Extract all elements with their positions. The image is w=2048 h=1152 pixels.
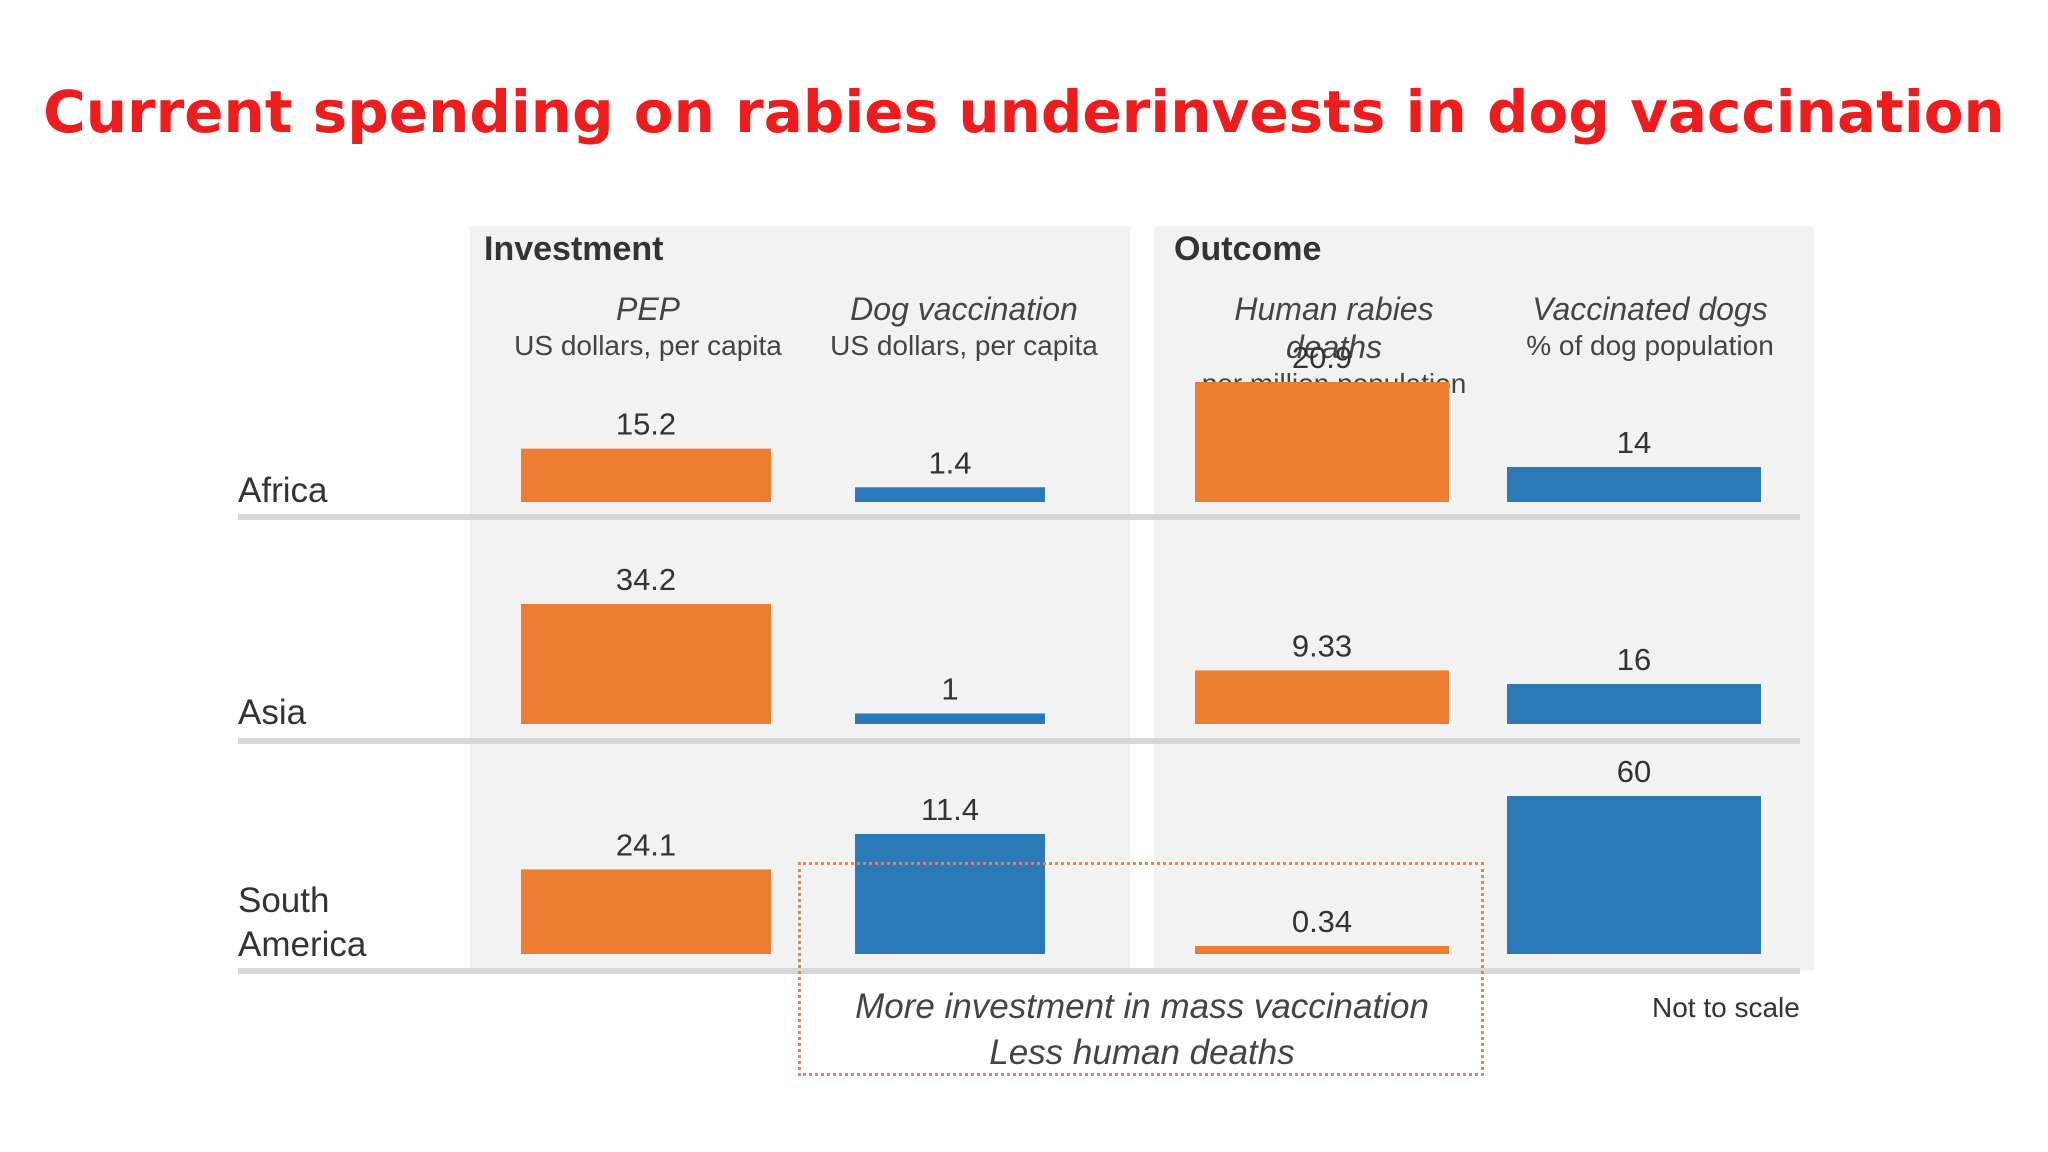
not-to-scale-note: Not to scale bbox=[1652, 992, 1800, 1023]
data-label-pep-asia: 34.2 bbox=[616, 562, 676, 597]
bar-pep-south-america bbox=[521, 869, 771, 954]
bar-vaccinated-dogs-south-america bbox=[1507, 796, 1761, 954]
data-label-pep-africa: 15.2 bbox=[616, 407, 676, 442]
bar-dog-vaccination-asia bbox=[855, 713, 1045, 724]
data-label-human-rabies-deaths-asia: 9.33 bbox=[1292, 628, 1352, 663]
investment-panel-title: Investment bbox=[484, 230, 664, 268]
bar-human-rabies-deaths-asia bbox=[1195, 670, 1449, 724]
column-unit: % of dog population bbox=[1526, 330, 1774, 361]
column-header-pep: PEP US dollars, per capita bbox=[498, 290, 798, 364]
column-header-dog-vaccination: Dog vaccination US dollars, per capita bbox=[814, 290, 1114, 364]
region-label-south-america: South America bbox=[238, 881, 367, 964]
slide-title: Current spending on rabies underinvests … bbox=[43, 78, 2005, 146]
bar-vaccinated-dogs-africa bbox=[1507, 467, 1761, 502]
outcome-panel-title: Outcome bbox=[1174, 230, 1322, 268]
row-divider bbox=[238, 738, 1800, 744]
data-label-vaccinated-dogs-asia: 16 bbox=[1617, 642, 1651, 677]
data-label-dog-vaccination-asia: 1 bbox=[941, 671, 958, 706]
bar-vaccinated-dogs-asia bbox=[1507, 684, 1761, 724]
data-label-human-rabies-deaths-south-america: 0.34 bbox=[1292, 904, 1352, 939]
region-label-africa: Africa bbox=[238, 471, 328, 510]
row-divider bbox=[238, 968, 1800, 974]
bar-dog-vaccination-africa bbox=[855, 487, 1045, 502]
data-label-pep-south-america: 24.1 bbox=[616, 827, 676, 862]
annotation-note: More investment in mass vaccination Less… bbox=[855, 987, 1429, 1072]
column-title: PEP bbox=[615, 291, 681, 327]
data-label-dog-vaccination-africa: 1.4 bbox=[928, 445, 971, 480]
column-title: Dog vaccination bbox=[850, 291, 1078, 327]
data-label-dog-vaccination-south-america: 11.4 bbox=[921, 792, 979, 827]
data-label-vaccinated-dogs-africa: 14 bbox=[1617, 425, 1651, 460]
bar-human-rabies-deaths-africa bbox=[1195, 382, 1449, 502]
column-unit: US dollars, per capita bbox=[514, 330, 782, 361]
data-label-human-rabies-deaths-africa: 20.9 bbox=[1292, 340, 1352, 375]
highlight-box bbox=[798, 862, 1484, 1076]
bar-human-rabies-deaths-south-america bbox=[1195, 946, 1449, 954]
column-title: Human rabies deaths bbox=[1234, 291, 1434, 365]
bar-pep-africa bbox=[521, 448, 771, 502]
column-title: Vaccinated dogs bbox=[1532, 291, 1768, 327]
bar-pep-asia bbox=[521, 604, 771, 724]
data-label-vaccinated-dogs-south-america: 60 bbox=[1617, 754, 1651, 789]
column-unit: US dollars, per capita bbox=[830, 330, 1098, 361]
column-header-vaccinated-dogs: Vaccinated dogs % of dog population bbox=[1500, 290, 1800, 364]
region-label-asia: Asia bbox=[238, 693, 307, 732]
bar-dog-vaccination-south-america bbox=[855, 834, 1045, 954]
row-divider bbox=[238, 514, 1800, 520]
